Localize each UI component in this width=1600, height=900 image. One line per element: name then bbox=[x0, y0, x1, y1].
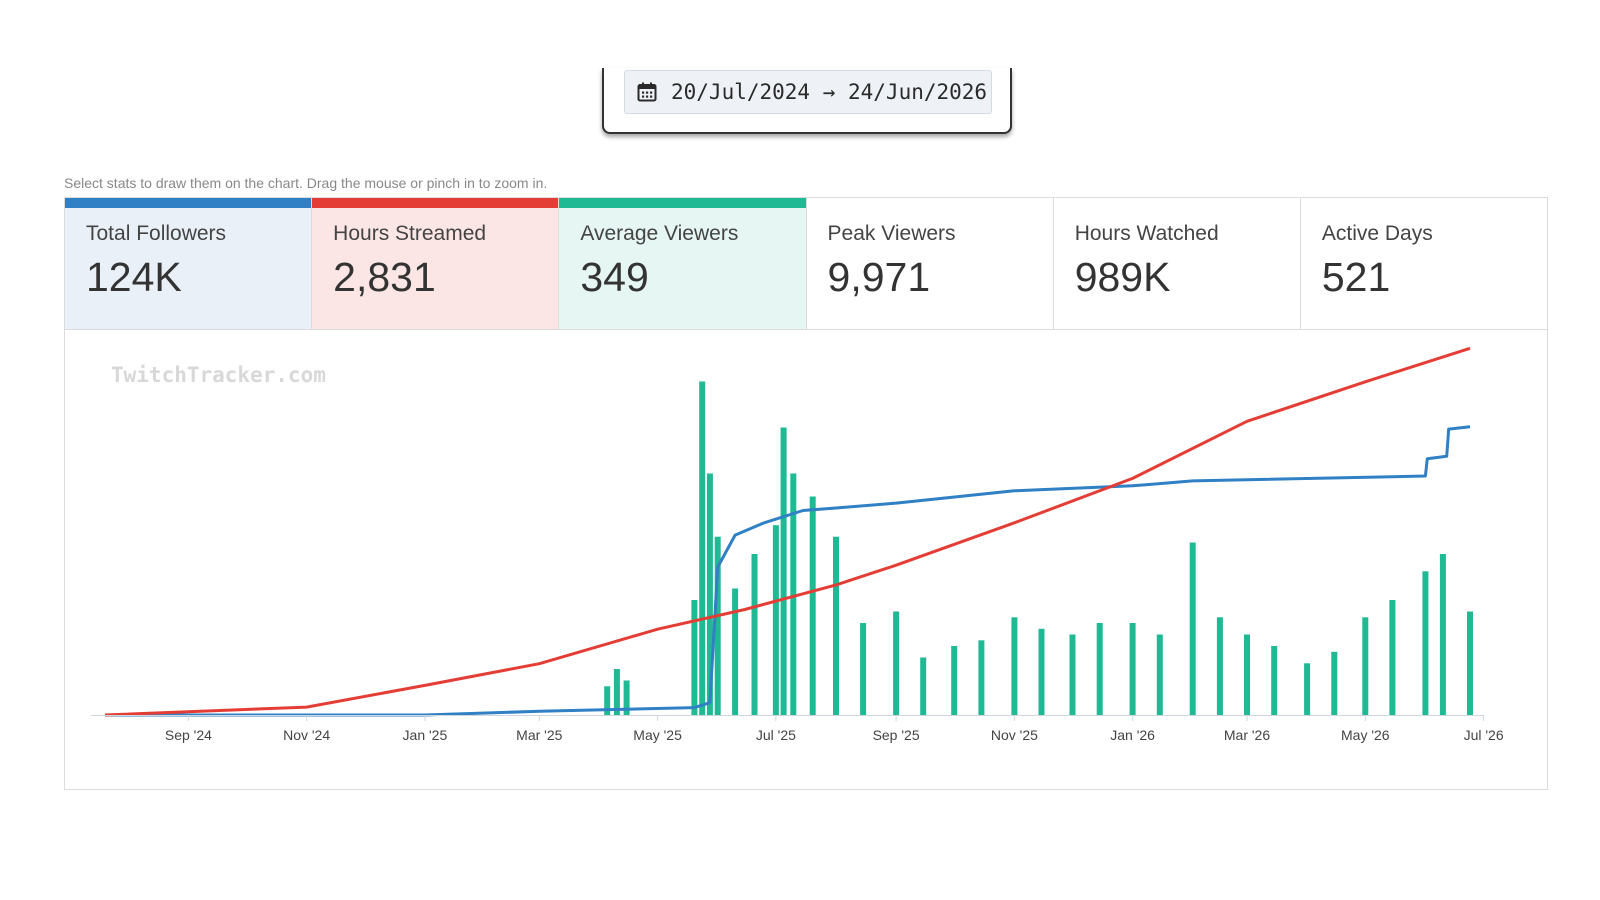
stat-value: 9,971 bbox=[827, 254, 931, 300]
stat-tile-hours-streamed[interactable]: Hours Streamed 2,831 bbox=[312, 198, 560, 329]
bar-mark bbox=[1331, 651, 1338, 716]
bar-mark bbox=[780, 427, 787, 715]
bar-mark bbox=[1271, 646, 1278, 715]
stat-label: Hours Watched bbox=[1074, 222, 1219, 245]
stat-color-bar bbox=[807, 198, 1053, 208]
bar-mark bbox=[920, 657, 927, 715]
stat-color-bar bbox=[559, 198, 806, 208]
bar-mark bbox=[1389, 600, 1396, 715]
bar-mark bbox=[1244, 634, 1250, 715]
stat-color-bar bbox=[312, 198, 559, 208]
bar-mark bbox=[732, 588, 739, 715]
stat-value: 2,831 bbox=[333, 254, 436, 300]
stats-row: Total Followers 124K Hours Streamed 2,83… bbox=[64, 197, 1548, 330]
bar-mark bbox=[1216, 617, 1223, 716]
bar-mark bbox=[691, 600, 698, 715]
series-line-hours-streamed bbox=[104, 346, 1471, 717]
bar-mark bbox=[1038, 628, 1045, 716]
x-tick-label: Nov '24 bbox=[283, 727, 330, 743]
date-range-text: 20/Jul/2024 → 24/Jun/2026 bbox=[671, 80, 988, 104]
calendar-icon bbox=[637, 82, 657, 102]
watermark: TwitchTracker.com bbox=[111, 363, 326, 387]
bar-mark bbox=[1362, 617, 1369, 716]
x-tick-label: Jan '26 bbox=[1110, 727, 1155, 743]
stat-label: Average Viewers bbox=[580, 222, 739, 245]
stat-value: 521 bbox=[1321, 254, 1391, 300]
stat-color-bar bbox=[65, 198, 312, 208]
stat-tile-peak-viewers[interactable]: Peak Viewers 9,971 bbox=[806, 198, 1054, 329]
stat-value: 349 bbox=[580, 254, 649, 300]
bar-mark bbox=[699, 381, 706, 715]
stat-label: Peak Viewers bbox=[827, 222, 956, 245]
bar-mark bbox=[860, 623, 867, 715]
x-tick-label: Jul '26 bbox=[1464, 727, 1504, 743]
chart-area[interactable]: TwitchTracker.com Sep '24 Nov '24 Jan '25 Ma… bbox=[64, 330, 1548, 790]
stat-tile-total-followers[interactable]: Total Followers 124K bbox=[65, 198, 313, 329]
bar-mark bbox=[772, 525, 779, 715]
bar-mark bbox=[714, 536, 721, 715]
bar-mark bbox=[1189, 542, 1196, 715]
bar-mark bbox=[951, 646, 958, 715]
stat-value: 124K bbox=[86, 254, 182, 300]
bar-mark bbox=[604, 686, 611, 716]
stats-chart[interactable]: TwitchTracker.com Sep '24 Nov '24 Jan '25 Ma… bbox=[65, 330, 1547, 788]
bar-mark bbox=[978, 640, 985, 716]
bar-mark bbox=[1069, 634, 1076, 715]
bar-mark bbox=[893, 611, 900, 715]
stat-value: 989K bbox=[1074, 254, 1171, 300]
stat-color-bar bbox=[1054, 198, 1300, 208]
x-tick-label: May '25 bbox=[633, 727, 682, 743]
x-tick-label: Sep '24 bbox=[165, 727, 212, 743]
stat-tile-active-days[interactable]: Active Days 521 bbox=[1300, 198, 1548, 329]
bar-mark bbox=[1096, 623, 1103, 715]
bar-mark bbox=[833, 536, 839, 715]
stat-label: Hours Streamed bbox=[333, 222, 487, 245]
stat-tile-hours-watched[interactable]: Hours Watched 989K bbox=[1053, 198, 1301, 329]
bar-mark bbox=[790, 473, 797, 715]
bar-mark bbox=[809, 496, 816, 715]
stat-label: Total Followers bbox=[86, 222, 227, 245]
bar-mark bbox=[1156, 634, 1163, 715]
x-tick-label: Mar '26 bbox=[1224, 727, 1270, 743]
x-tick-label: Nov '25 bbox=[991, 727, 1038, 743]
date-range-picker[interactable]: 20/Jul/2024 → 24/Jun/2026 bbox=[624, 70, 992, 114]
bar-mark bbox=[1011, 617, 1018, 716]
bar-mark bbox=[623, 680, 630, 715]
bar-mark bbox=[1304, 663, 1311, 716]
x-tick-label: Sep '25 bbox=[873, 727, 920, 743]
stat-color-bar bbox=[1301, 198, 1547, 208]
x-tick-label: Jan '25 bbox=[403, 727, 448, 743]
series-line-total-followers bbox=[105, 425, 1471, 717]
x-tick-label: May '26 bbox=[1341, 727, 1390, 743]
bar-mark bbox=[751, 554, 758, 715]
chart-hint: Select stats to draw them on the chart. … bbox=[64, 175, 548, 191]
stat-label: Active Days bbox=[1321, 222, 1433, 245]
bar-mark bbox=[613, 669, 620, 715]
x-tick-label: Jul '25 bbox=[756, 727, 796, 743]
bar-mark bbox=[1467, 611, 1473, 715]
bar-mark bbox=[1129, 623, 1136, 715]
bar-mark bbox=[1439, 554, 1446, 715]
bar-mark bbox=[1422, 571, 1429, 716]
stat-tile-average-viewers[interactable]: Average Viewers 349 bbox=[559, 198, 807, 329]
x-tick-label: Mar '25 bbox=[516, 727, 562, 743]
bar-mark bbox=[706, 473, 713, 715]
date-range-card: 20/Jul/2024 → 24/Jun/2026 bbox=[602, 68, 1012, 134]
